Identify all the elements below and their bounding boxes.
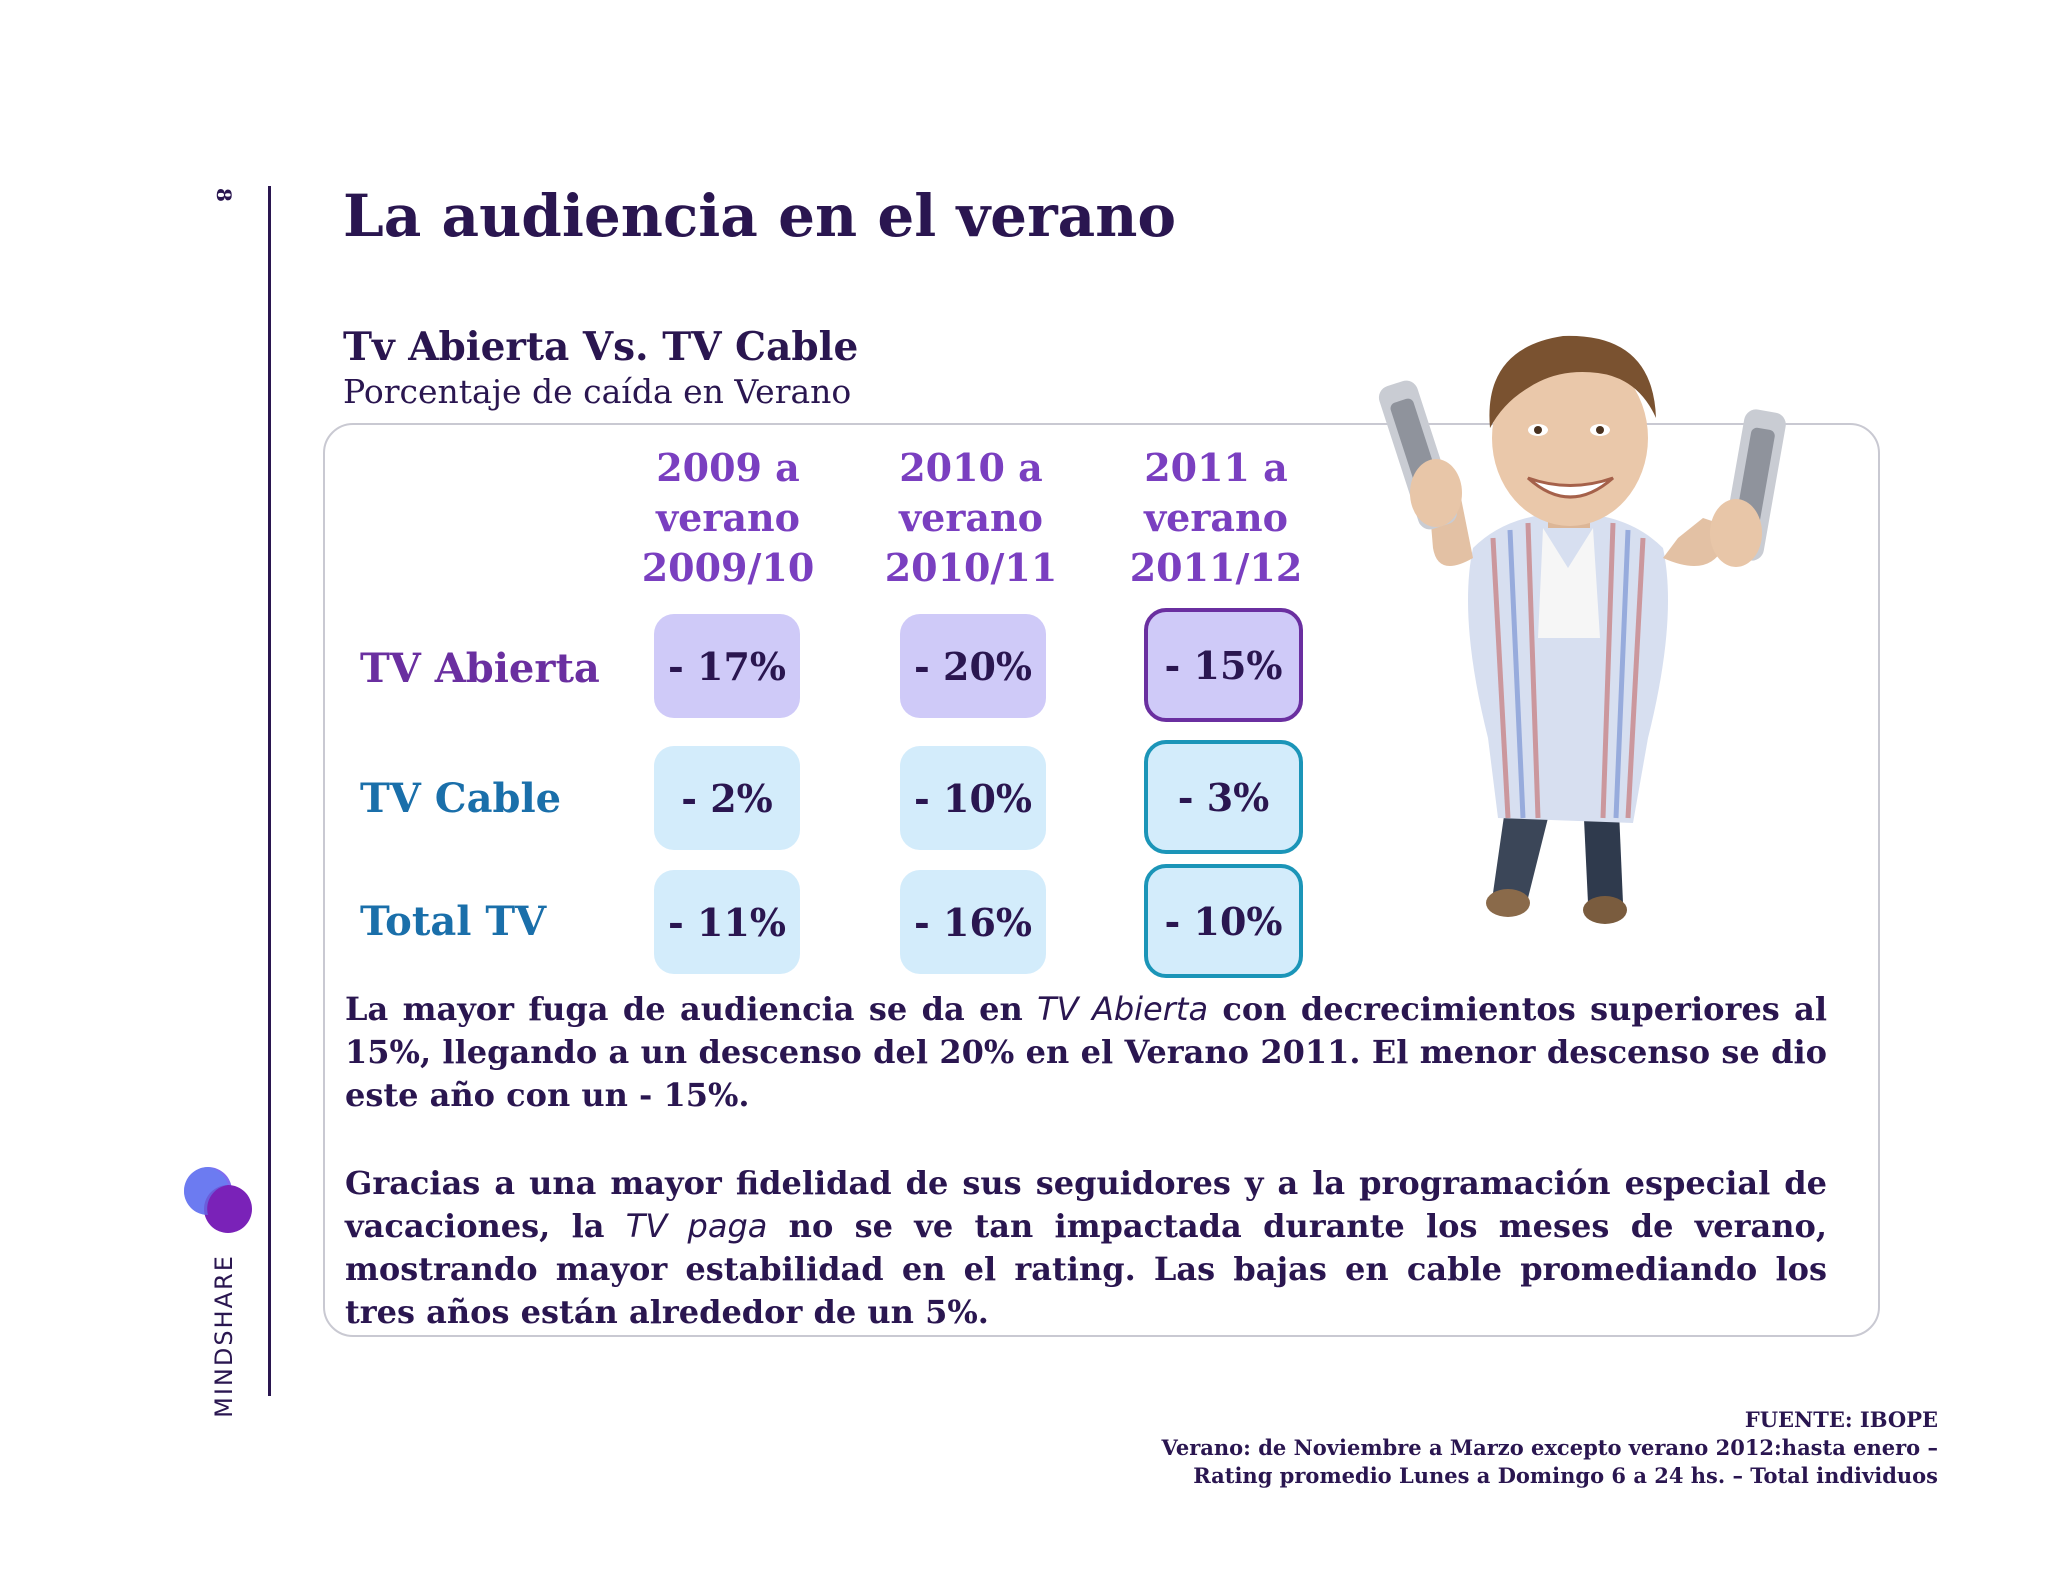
section-subtitle: Porcentaje de caída en Verano [343, 372, 852, 411]
value-cell-highlighted: - 15% [1144, 608, 1303, 722]
value-cell-highlighted: - 3% [1144, 740, 1303, 854]
page-number: 8 [212, 188, 236, 202]
column-header-2009: 2009 a verano 2009/10 [641, 445, 815, 590]
page-title: La audiencia en el verano [343, 182, 1177, 250]
source-label: FUENTE: IBOPE [1744, 1407, 1938, 1432]
source-note-line: Verano: de Noviembre a Marzo excepto ver… [1161, 1435, 1939, 1460]
column-header-2010: 2010 a verano 2010/11 [884, 445, 1058, 590]
value-cell: - 17% [654, 614, 800, 718]
paragraph-tv-abierta: La mayor fuga de audiencia se da en TV A… [345, 990, 1828, 1114]
man-with-remotes-illustration [1378, 335, 1786, 924]
mindshare-logo-icon [184, 1167, 252, 1233]
value-cell: - 11% [654, 870, 800, 974]
value-cell: - 20% [900, 614, 1046, 718]
paragraph-tv-paga: Gracias a una mayor fidelidad de sus seg… [345, 1164, 1828, 1331]
value-cell-highlighted: - 10% [1144, 864, 1303, 978]
section-title: Tv Abierta Vs. TV Cable [343, 324, 859, 370]
value-cell: - 16% [900, 870, 1046, 974]
row-label-tv-cable: TV Cable [360, 775, 562, 822]
value-cell: - 2% [654, 746, 800, 850]
row-label-total-tv: Total TV [360, 898, 547, 945]
rail-divider [268, 186, 271, 1396]
column-header-2011: 2011 a verano 2011/12 [1129, 445, 1303, 590]
source-note-line: Rating promedio Lunes a Domingo 6 a 24 h… [1193, 1463, 1938, 1488]
row-label-tv-abierta: TV Abierta [360, 645, 600, 692]
brand-wordmark: MINDSHARE [210, 1254, 238, 1418]
value-cell: - 10% [900, 746, 1046, 850]
